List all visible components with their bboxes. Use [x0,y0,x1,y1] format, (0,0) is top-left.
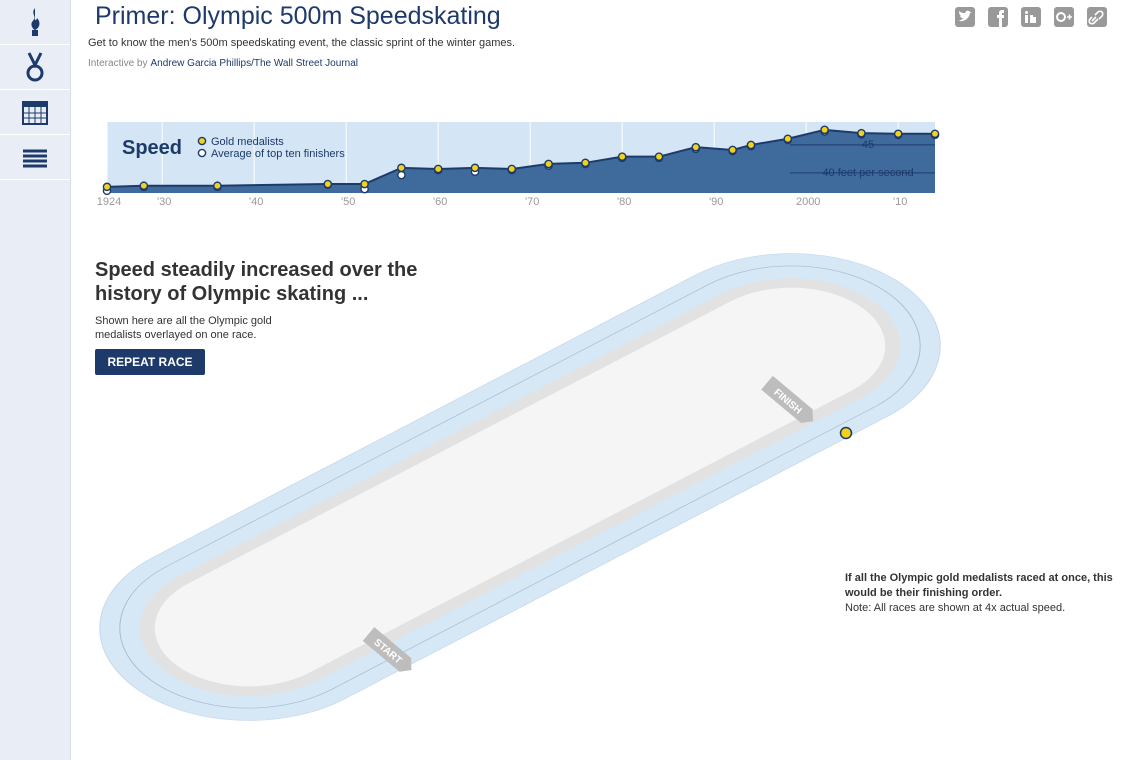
list-icon [23,149,47,168]
x-tick-label: '90 [709,196,723,208]
point [691,142,701,152]
x-tick-label: '40 [249,196,263,208]
point [397,170,406,180]
point [728,145,737,155]
finish-label: FINISH [771,387,803,416]
finish-marker: FINISH [761,375,813,424]
point [617,152,627,161]
torch-icon [31,8,40,36]
point [139,181,149,191]
x-tick-label: '60 [433,196,447,208]
subtitle: Get to know the men's 500m speedskating … [88,37,516,49]
point [433,164,443,174]
point [470,163,480,173]
torch-tab[interactable] [0,0,70,45]
x-tick-label: '50 [341,196,355,208]
list-tab[interactable] [0,135,70,180]
start-marker: START [362,627,412,672]
sidebar [0,0,71,760]
point [893,129,903,139]
x-tick-label: '70 [525,196,539,208]
order-note: If all the Olympic gold medalists raced … [845,572,1113,599]
point [323,179,333,189]
point [360,179,369,189]
calendar-tab[interactable] [0,90,70,135]
point [820,125,829,135]
speed-chart: 1924 '30 '40 '50 '60 '70 '80 '90 2000 '10 40 feet… [97,122,940,208]
calendar-icon [22,101,48,125]
point [507,164,517,174]
start-label: START [371,637,403,666]
point [930,129,940,139]
credit-prefix: Interactive by [88,58,148,69]
legend-label: Average of top ten finishers [211,148,345,160]
x-tick-label: '30 [157,196,171,208]
x-tick-label: '80 [617,196,631,208]
legend-swatch [197,148,207,158]
point [746,140,756,150]
point [397,163,406,173]
lane-line [119,265,921,709]
speed-note: Note: All races are shown at 4x actual s… [845,602,1066,614]
y-tick-label: 40 feet per second [822,167,913,179]
point [654,152,664,161]
page-title: Primer: Olympic 500m Speedskating [95,2,501,30]
point [102,182,112,192]
area [107,129,935,193]
social-share [955,7,1107,27]
skater-dot [839,426,853,440]
finish-note: If all the Olympic gold medalists raced … [845,571,1120,616]
point [213,181,222,191]
x-tick-label: '10 [893,196,907,208]
description: Shown here are all the Olympic gold meda… [95,315,272,341]
credit: Interactive by Andrew Garcia Phillips/The… [88,58,358,69]
medal-icon [26,52,44,82]
point [857,128,866,138]
y-tick-label: 45 [862,139,874,151]
point [581,158,590,168]
medal-tab[interactable] [0,45,70,90]
legend-swatch [197,136,207,146]
x-tick-label: 2000 [796,196,820,208]
x-tick-label: 1924 [97,196,121,208]
credit-link[interactable]: Andrew Garcia Phillips/The Wall Street J… [150,58,358,69]
marks [102,125,940,196]
chart-title: Speed [122,137,182,159]
headline: Speed steadily increased over the histor… [95,259,418,305]
point [544,159,553,169]
repeat-race-button[interactable]: REPEAT RACE [95,349,205,375]
legend-label: Gold medalists [211,136,284,148]
point [783,134,793,144]
